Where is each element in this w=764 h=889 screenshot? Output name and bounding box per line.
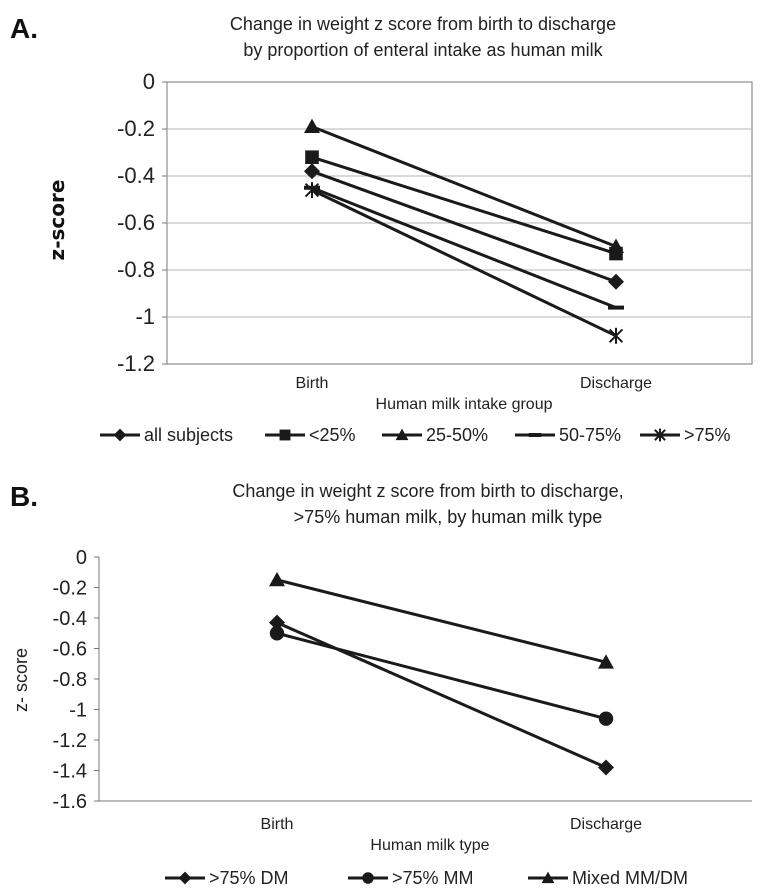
chart-a-legend-item: <25%: [265, 425, 356, 445]
chart-b-y-tick-label: -0.2: [53, 578, 87, 600]
chart-a-series-line: [311, 169, 617, 284]
chart-b-legend-item: Mixed MM/DM: [528, 868, 688, 888]
chart-b-series-1: [269, 614, 614, 776]
chart-b-series-3: [269, 571, 614, 669]
chart-b-legend-label: >75% MM: [392, 868, 474, 888]
chart-b-legend-swatch-marker: [178, 871, 192, 885]
chart-a-legend-swatch-marker: [113, 428, 127, 442]
chart-b-data-point: [598, 711, 614, 726]
chart-b-title-line2: >75% human milk, by human milk type: [294, 507, 603, 527]
chart-b-y-tick-label: -1: [69, 700, 87, 722]
chart-a-data-point: [304, 182, 320, 199]
chart-b-x-tick-label: Birth: [261, 816, 294, 833]
chart-b-series-line: [276, 578, 607, 664]
chart-a-series-line: [311, 125, 617, 248]
chart-b-y-tick-label: -1.2: [53, 730, 87, 752]
chart-b-data-point: [598, 759, 614, 776]
chart-b-legend-swatch-marker: [362, 872, 374, 884]
chart-b-data-point: [269, 614, 285, 631]
chart-a-y-tick-label: -0.4: [117, 163, 155, 188]
chart-a-series-5: [304, 182, 624, 344]
chart-b-series-line: [276, 621, 607, 769]
chart-a-title-line1: Change in weight z score from birth to d…: [230, 14, 616, 34]
chart-a-series-line: [311, 186, 617, 309]
panel-a-letter: A.: [10, 13, 38, 44]
chart-a-data-point: [608, 327, 624, 344]
chart-b-data-point: [269, 626, 285, 641]
chart-b-series-2: [269, 626, 614, 726]
chart-b: 0 -0.2 -0.4 -0.6 -0.8 -1 -1.2 -1.4 -1.6 Birth Disc…: [53, 547, 752, 888]
chart-b-x-tick-label: Discharge: [570, 816, 642, 833]
chart-a-data-point: [305, 150, 319, 164]
chart-b-legend-label: >75% DM: [209, 868, 289, 888]
chart-a: 0 -0.2 -0.4 -0.6 -0.8 -1 -1.2 Birth Discharge all…: [100, 69, 753, 445]
chart-b-legend-swatch-marker: [541, 871, 555, 884]
chart-a-legend-swatch-marker: [528, 433, 542, 437]
chart-a-data-point: [608, 305, 624, 310]
chart-b-y-tick-label: -0.8: [53, 669, 87, 691]
chart-a-series-line: [311, 155, 617, 255]
chart-a-y-tick-label: -1.2: [117, 351, 155, 376]
chart-b-y-tick-label: -1.6: [53, 791, 87, 813]
chart-a-y-tick-label: -0.8: [117, 257, 155, 282]
chart-a-legend-label: <25%: [309, 425, 356, 445]
chart-b-legend-item: >75% MM: [348, 868, 474, 888]
chart-a-x-axis-label: Human milk intake group: [376, 396, 553, 413]
chart-a-x-tick-label: Discharge: [580, 375, 652, 392]
chart-a-y-tick-label: 0: [143, 69, 155, 94]
chart-b-y-tick-label: 0: [76, 547, 87, 569]
chart-b-y-tick-label: -0.6: [53, 639, 87, 661]
chart-b-legend-label: Mixed MM/DM: [572, 868, 688, 888]
chart-a-legend-label: >75%: [684, 425, 731, 445]
chart-b-y-tick-label: -1.4: [53, 761, 87, 783]
chart-a-series-line: [311, 188, 617, 338]
chart-a-legend-swatch-marker: [395, 428, 409, 441]
chart-a-data-point: [304, 118, 320, 134]
chart-a-x-tick-label: Birth: [296, 375, 329, 392]
chart-a-legend-label: all subjects: [144, 425, 233, 445]
chart-a-legend-swatch-marker: [654, 428, 666, 442]
chart-a-legend-item: >75%: [640, 425, 731, 445]
chart-a-legend-label: 50-75%: [559, 425, 621, 445]
chart-b-data-point: [598, 654, 614, 669]
chart-a-legend-item: 25-50%: [382, 425, 488, 445]
chart-a-legend-item: 50-75%: [515, 425, 621, 445]
chart-a-series-3: [304, 118, 624, 253]
chart-b-series-line: [276, 631, 607, 721]
chart-a-y-axis-label: z-score: [45, 180, 69, 261]
chart-a-data-point: [304, 163, 320, 180]
chart-a-series-1: [304, 163, 624, 290]
chart-b-title-line1: Change in weight z score from birth to d…: [232, 481, 623, 501]
chart-b-y-tick-label: -0.4: [53, 608, 87, 630]
chart-a-y-tick-label: -1: [135, 304, 155, 329]
chart-b-x-axis-label: Human milk type: [370, 837, 489, 854]
panel-b-letter: B.: [10, 481, 38, 512]
chart-a-data-point: [608, 273, 624, 290]
chart-a-legend-item: all subjects: [100, 425, 233, 445]
chart-a-data-point: [608, 238, 624, 253]
chart-a-y-tick-label: -0.2: [117, 116, 155, 141]
chart-b-legend-item: >75% DM: [165, 868, 289, 888]
chart-b-y-axis-label: z- score: [11, 648, 31, 712]
chart-a-legend-label: 25-50%: [426, 425, 488, 445]
chart-a-legend-swatch-marker: [279, 429, 291, 441]
chart-a-y-tick-label: -0.6: [117, 210, 155, 235]
chart-a-title-line2: by proportion of enteral intake as human…: [243, 40, 603, 60]
chart-b-data-point: [269, 571, 285, 587]
